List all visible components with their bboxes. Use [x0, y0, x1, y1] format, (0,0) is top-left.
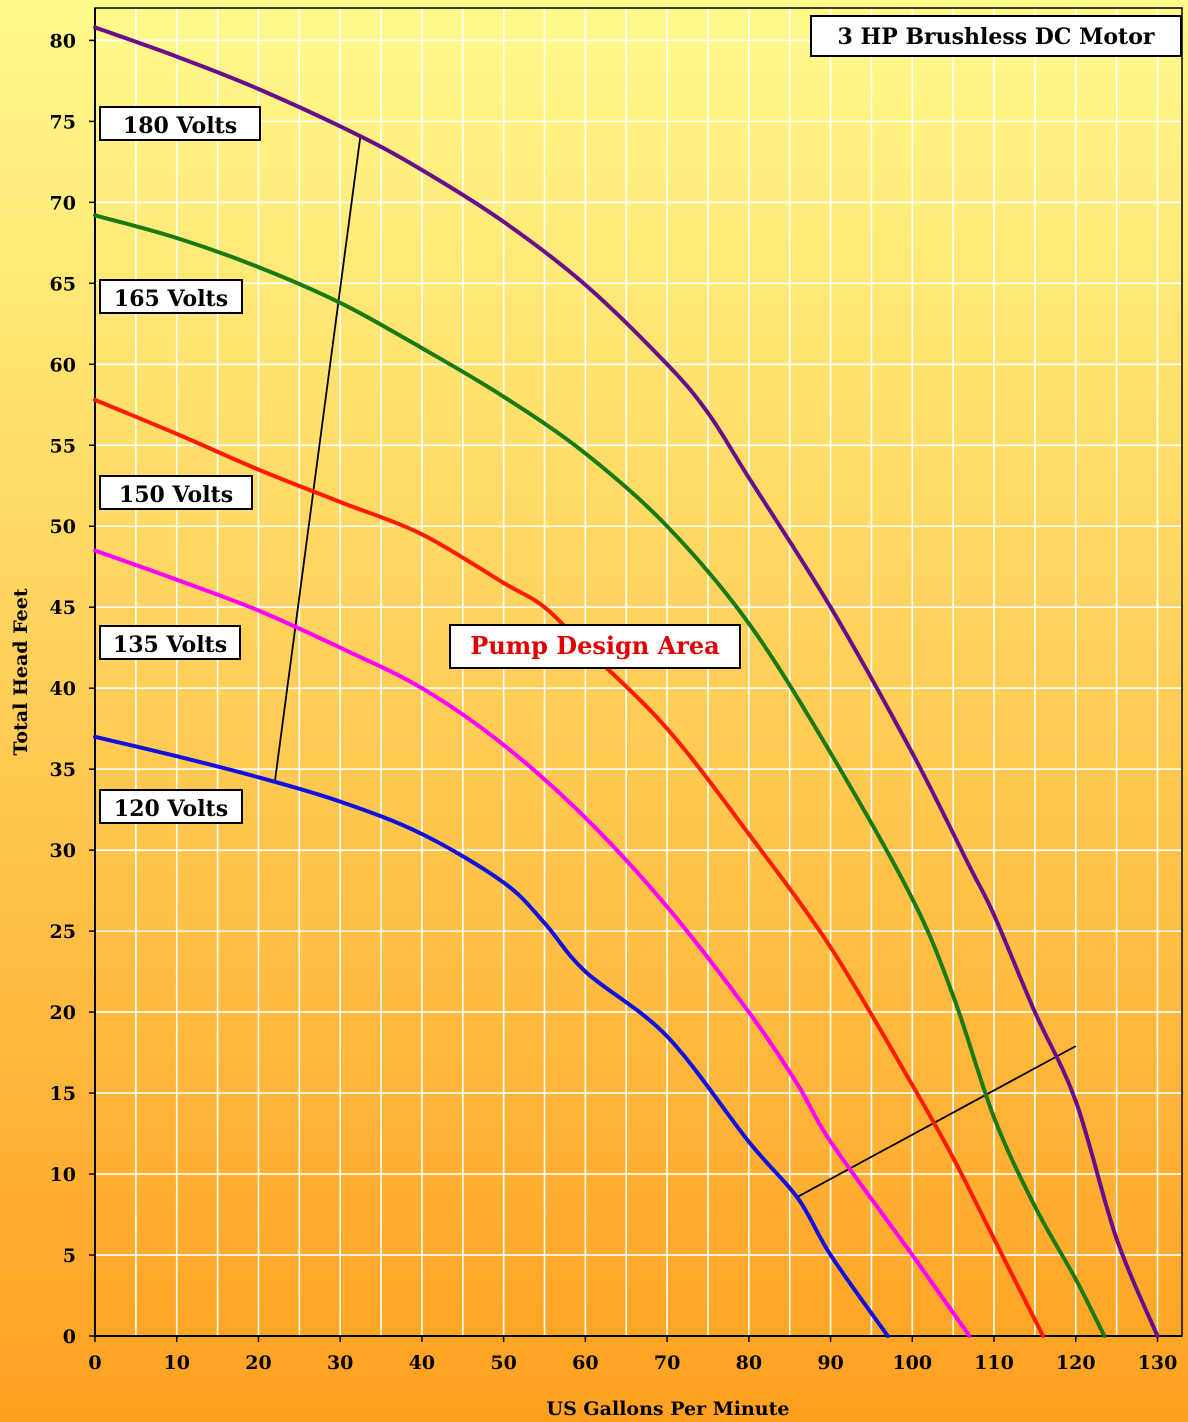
x-axis-title: US Gallons Per Minute: [547, 1398, 790, 1420]
series-label: 120 Volts: [114, 796, 228, 822]
chart-title: 3 HP Brushless DC Motor: [837, 24, 1154, 50]
y-tick-label: 10: [50, 1164, 76, 1186]
x-tick-label: 10: [164, 1352, 190, 1374]
y-tick-label: 30: [50, 840, 76, 862]
x-tick-label: 30: [327, 1352, 353, 1374]
x-tick-label: 100: [892, 1352, 932, 1374]
y-tick-label: 25: [50, 921, 76, 943]
series-label-box: [99, 106, 261, 141]
series-line-135-volts: [93, 548, 972, 1338]
x-tick-label: 40: [409, 1352, 435, 1374]
y-tick-label: 45: [50, 597, 76, 619]
x-tick-label: 20: [245, 1352, 271, 1374]
design-area-boundary-line: [797, 1045, 1077, 1198]
y-tick-label: 50: [50, 516, 76, 538]
series-label-box: [99, 475, 253, 510]
series-label: 135 Volts: [113, 632, 227, 658]
design-area-label-group: Pump Design Area: [449, 624, 741, 669]
y-tick-label: 65: [50, 273, 76, 295]
grid-lines: [95, 8, 1182, 1336]
series-label: 180 Volts: [123, 113, 237, 139]
x-tick-label: 120: [1056, 1352, 1096, 1374]
y-tick-label: 75: [50, 111, 76, 133]
series-lines: [93, 25, 1160, 1338]
series-labels: 180 Volts 165 Volts 150 Volts 135 Volts 120 …: [99, 106, 261, 824]
series-label: 150 Volts: [119, 482, 233, 508]
y-tick-label: 15: [50, 1083, 76, 1105]
axes: 0 10 20 30 40 50 60 70 80 90 100 110 120 130 0 5 10 15 20 2…: [50, 7, 1183, 1374]
x-tick-label: 90: [817, 1352, 843, 1374]
design-area-box: [449, 624, 741, 669]
series-line-180-volts: [93, 25, 1160, 1338]
y-tick-label: 60: [50, 354, 76, 376]
series-line-150-volts: [93, 397, 1046, 1338]
series-label-box: [99, 279, 243, 314]
design-area-label: Pump Design Area: [470, 631, 719, 660]
series-label: 165 Volts: [114, 286, 228, 312]
y-tick-label: 20: [50, 1002, 76, 1024]
x-tick-label: 70: [654, 1352, 680, 1374]
x-tick-label: 60: [572, 1352, 598, 1374]
series-label-box: [99, 789, 243, 824]
y-tick-label: 80: [50, 30, 76, 52]
y-tick-label: 5: [63, 1245, 76, 1267]
x-tick-label: 110: [974, 1352, 1014, 1374]
y-axis-title: Total Head Feet: [10, 588, 32, 755]
y-tick-label: 55: [50, 435, 76, 457]
x-tick-label: 130: [1138, 1352, 1178, 1374]
x-tick-label: 50: [490, 1352, 516, 1374]
x-tick-label: 80: [736, 1352, 762, 1374]
y-tick-label: 70: [50, 192, 76, 214]
series-line-120-volts: [93, 734, 890, 1338]
series-label-box: [99, 625, 241, 660]
design-area-boundary-line: [273, 134, 362, 783]
y-tick-label: 40: [50, 678, 76, 700]
series-line-165-volts: [93, 213, 1107, 1338]
chart-title-box: [810, 15, 1182, 57]
y-tick-label: 35: [50, 759, 76, 781]
x-tick-label: 0: [88, 1352, 101, 1374]
y-tick-label: 0: [63, 1326, 76, 1348]
chart-title-group: 3 HP Brushless DC Motor: [810, 15, 1182, 57]
design-area-boundaries: [273, 134, 1077, 1198]
